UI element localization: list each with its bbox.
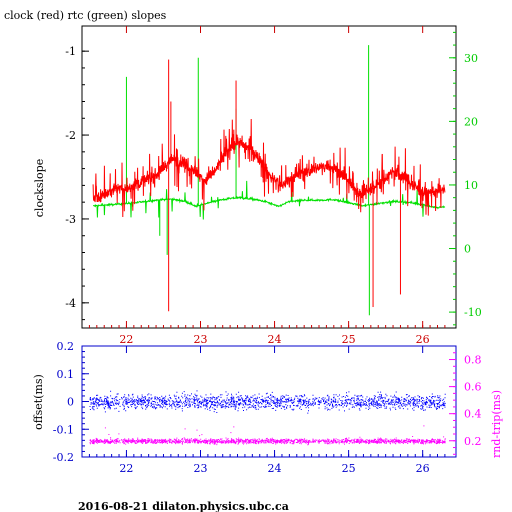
offset-left-tick-label: 0.2 [57, 340, 75, 353]
rtc-slope-series [92, 180, 446, 220]
slope-x-tick-label: 23 [193, 333, 207, 346]
slope-y-axis-label: clockslope [33, 159, 46, 217]
slope-plot-frame [81, 25, 457, 329]
roundtrip-series [89, 425, 446, 446]
slope-left-tick-label: -4 [65, 297, 76, 310]
footer-caption: 2016-08-21 dilaton.physics.ubc.ca [78, 500, 289, 512]
offset-y-axis-label: offset(ms) [32, 374, 45, 430]
offset-x-axis: 22 23 24 25 26 [88, 346, 446, 475]
roundtrip-right-tick-label: 0.6 [464, 381, 482, 394]
slope-panel: -1 -2 -3 -4 30 20 10 0 -10 22 23 24 25 26 clockslop… [33, 25, 482, 346]
roundtrip-right-tick-label: 0.8 [464, 354, 482, 367]
offset-x-tick-label: 26 [416, 462, 430, 475]
slope-right-tick-label: -10 [464, 306, 482, 319]
clock-slope-series [92, 118, 446, 218]
offset-panel: 0.20.10-0.1-0.2 0.80.60.40.2 22 23 24 25 26 … [32, 340, 503, 475]
slope-right-axis: 30 20 10 0 -10 [449, 31, 482, 326]
slope-right-tick-label: 30 [464, 52, 478, 65]
slope-left-tick-label: -2 [65, 129, 76, 142]
roundtrip-right-tick-label: 0.2 [464, 435, 482, 448]
offset-left-tick-label: -0.2 [53, 451, 74, 464]
slope-left-tick-label: -1 [65, 45, 76, 58]
offset-left-tick-label: 0 [67, 396, 74, 409]
roundtrip-y-axis-label: rnd-trip(ms) [490, 390, 503, 458]
slope-x-tick-label: 25 [342, 333, 356, 346]
slope-left-tick-label: -3 [65, 213, 76, 226]
slope-x-tick-label: 26 [416, 333, 430, 346]
offset-x-tick-label: 23 [193, 462, 207, 475]
offset-x-tick-label: 22 [119, 462, 133, 475]
slope-series-group [92, 45, 446, 316]
offset-left-tick-label: 0.1 [57, 368, 75, 381]
slope-left-axis: -1 -2 -3 -4 [65, 45, 89, 321]
slope-right-tick-label: 20 [464, 115, 478, 128]
roundtrip-right-tick-label: 0.4 [464, 408, 482, 421]
slope-x-tick-label: 24 [268, 333, 282, 346]
slope-right-tick-label: 0 [464, 243, 471, 256]
chart-title: clock (red) rtc (green) slopes [4, 9, 167, 22]
offset-x-tick-label: 25 [342, 462, 356, 475]
offset-series [89, 390, 446, 414]
offset-left-tick-label: -0.1 [53, 423, 74, 436]
offset-left-axis: 0.2 0.1 0 -0.1 -0.2 [53, 340, 89, 464]
offset-x-tick-label: 24 [268, 462, 282, 475]
slope-right-tick-label: 10 [464, 179, 478, 192]
offset-series-group [89, 390, 446, 446]
roundtrip-right-axis: 0.8 0.6 0.4 0.2 [449, 352, 482, 455]
slope-x-axis: 22 23 24 25 26 [88, 26, 446, 346]
slope-x-tick-label: 22 [119, 333, 133, 346]
